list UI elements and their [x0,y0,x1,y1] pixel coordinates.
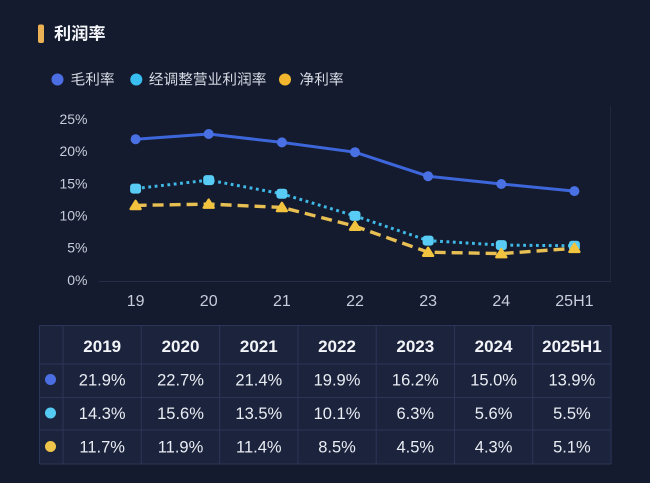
svg-text:21.4%: 21.4% [235,371,282,389]
svg-text:8.5%: 8.5% [318,438,356,456]
svg-text:11.4%: 11.4% [236,438,282,456]
svg-text:14.3%: 14.3% [79,405,126,423]
svg-text:20%: 20% [59,143,87,159]
svg-text:2022: 2022 [318,337,356,356]
svg-text:13.9%: 13.9% [549,371,596,389]
svg-text:23: 23 [419,293,437,310]
svg-text:25%: 25% [59,111,87,127]
svg-text:5.1%: 5.1% [553,438,591,456]
svg-text:4.3%: 4.3% [475,438,513,456]
svg-text:19: 19 [127,293,145,310]
svg-text:5%: 5% [67,240,87,256]
svg-text:2025H1: 2025H1 [542,337,602,356]
svg-text:5.6%: 5.6% [475,405,513,423]
svg-text:24: 24 [492,293,510,310]
svg-text:15%: 15% [59,175,87,191]
svg-text:13.5%: 13.5% [235,405,282,423]
svg-text:0%: 0% [67,272,87,288]
svg-text:11.9%: 11.9% [158,438,204,456]
svg-text:2024: 2024 [475,337,513,356]
svg-text:20: 20 [200,293,218,310]
svg-text:2019: 2019 [83,337,121,356]
svg-text:22.7%: 22.7% [157,371,204,389]
svg-text:6.3%: 6.3% [396,405,434,423]
svg-text:21: 21 [273,293,291,310]
svg-text:11.7%: 11.7% [79,438,125,456]
svg-text:21.9%: 21.9% [79,371,126,389]
svg-text:10.1%: 10.1% [314,405,361,423]
svg-text:22: 22 [346,293,364,310]
svg-text:2020: 2020 [162,337,200,356]
svg-text:19.9%: 19.9% [314,371,361,389]
svg-text:16.2%: 16.2% [392,371,439,389]
svg-text:2021: 2021 [240,337,278,356]
svg-text:25H1: 25H1 [555,293,593,310]
svg-text:15.6%: 15.6% [157,405,204,423]
svg-text:4.5%: 4.5% [396,438,434,456]
svg-text:10%: 10% [59,208,87,224]
svg-text:2023: 2023 [396,337,434,356]
svg-text:15.0%: 15.0% [470,371,517,389]
svg-text:5.5%: 5.5% [553,405,591,423]
